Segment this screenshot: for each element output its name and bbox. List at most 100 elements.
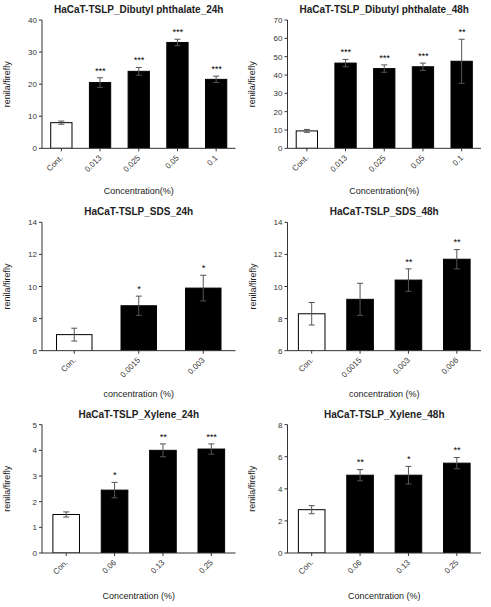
y-tick-label: 10 bbox=[274, 283, 283, 292]
x-tick-label: 0.003 bbox=[391, 355, 412, 376]
y-tick-label: 8 bbox=[278, 315, 283, 324]
y-tick-label: 0 bbox=[33, 549, 38, 558]
x-tick-label: 0.0015 bbox=[340, 355, 364, 379]
error-cap bbox=[304, 129, 310, 130]
x-tick bbox=[456, 351, 457, 354]
y-tick-label: 40 bbox=[274, 71, 283, 80]
error-cap bbox=[309, 325, 315, 326]
error-bar bbox=[459, 39, 465, 83]
x-tick-label: Con. bbox=[297, 558, 315, 576]
y-tick-label: 14 bbox=[274, 218, 283, 227]
error-cap bbox=[136, 67, 142, 68]
error-cap bbox=[420, 70, 426, 71]
bar bbox=[412, 67, 433, 149]
y-tick bbox=[39, 254, 42, 255]
y-tick bbox=[39, 52, 42, 53]
y-tick bbox=[285, 553, 288, 554]
error-line bbox=[311, 303, 312, 325]
bar bbox=[101, 490, 128, 553]
x-tick bbox=[311, 553, 312, 556]
y-axis-label: renila/firefly bbox=[2, 465, 12, 512]
y-tick-label: 2 bbox=[278, 517, 283, 526]
error-cap bbox=[97, 87, 103, 88]
y-axis-label: renila/firefly bbox=[248, 61, 258, 108]
error-line bbox=[74, 328, 75, 341]
x-tick-label: 0.13 bbox=[394, 558, 412, 576]
y-tick-label: 0 bbox=[278, 144, 283, 153]
error-line bbox=[456, 250, 457, 269]
error-cap bbox=[63, 517, 69, 518]
x-tick-label: 0.05 bbox=[163, 153, 181, 171]
significance-label: * bbox=[137, 284, 141, 294]
x-tick-label: 0.025 bbox=[122, 153, 143, 174]
y-tick-label: 4 bbox=[33, 446, 38, 455]
x-tick bbox=[66, 553, 67, 556]
y-axis-label: renila/firefly bbox=[248, 263, 258, 310]
x-tick bbox=[384, 148, 385, 151]
error-line bbox=[360, 470, 361, 481]
error-line bbox=[138, 296, 139, 315]
bar bbox=[198, 449, 225, 553]
panel: 010203040Cont.0.0130.0250.050.1*********… bbox=[2, 4, 236, 196]
error-cap bbox=[58, 124, 64, 125]
y-tick bbox=[285, 286, 288, 287]
x-tick bbox=[360, 351, 361, 354]
x-tick-label: 0.06 bbox=[346, 558, 364, 576]
bar bbox=[150, 450, 177, 553]
error-line bbox=[360, 283, 361, 315]
error-bar bbox=[309, 303, 315, 325]
error-bar bbox=[208, 444, 214, 454]
title: HaCaT-TSLP_SDS_48h bbox=[330, 206, 439, 217]
error-cap bbox=[343, 66, 349, 67]
error-cap bbox=[200, 300, 206, 301]
x-axis-label: concentration (%) bbox=[103, 389, 174, 399]
plot-area bbox=[57, 275, 221, 350]
error-cap bbox=[454, 457, 460, 458]
x-tick bbox=[456, 553, 457, 556]
y-tick bbox=[285, 38, 288, 39]
significance-label: ** bbox=[159, 432, 167, 442]
x-tick bbox=[138, 351, 139, 354]
y-tick bbox=[285, 148, 288, 149]
error-cap bbox=[112, 497, 118, 498]
x-tick-label: 0.25 bbox=[443, 558, 461, 576]
y-tick bbox=[39, 424, 42, 425]
error-line bbox=[211, 444, 212, 454]
x-axis-label: Concentration (%) bbox=[348, 591, 421, 601]
y-tick-label: 6 bbox=[278, 347, 283, 356]
bar bbox=[89, 83, 110, 149]
title: HaCaT-TSLP_Xylene_24h bbox=[78, 409, 199, 420]
error-bar bbox=[343, 59, 349, 66]
error-cap bbox=[112, 482, 118, 483]
error-cap bbox=[160, 456, 166, 457]
panel: 68101214Con.0.00150.003**HaCaT-TSLP_SDS_… bbox=[2, 206, 236, 447]
y-tick-label: 30 bbox=[274, 89, 283, 98]
error-line bbox=[100, 78, 101, 88]
y-tick bbox=[39, 350, 42, 351]
bar bbox=[53, 515, 80, 554]
x-tick-label: 0.003 bbox=[186, 355, 207, 376]
error-line bbox=[114, 482, 115, 497]
plot-area bbox=[296, 39, 472, 148]
error-bar bbox=[405, 269, 411, 291]
error-cap bbox=[160, 443, 166, 444]
bar bbox=[335, 63, 356, 148]
x-axis bbox=[288, 350, 482, 351]
y-tick bbox=[285, 222, 288, 223]
error-bar bbox=[454, 458, 460, 469]
error-cap bbox=[343, 59, 349, 60]
significance-label: ** bbox=[458, 27, 466, 37]
y-tick-label: 10 bbox=[28, 112, 37, 121]
error-bar bbox=[405, 466, 411, 484]
y-tick bbox=[39, 318, 42, 319]
y-tick bbox=[39, 527, 42, 528]
error-bar bbox=[200, 275, 206, 301]
y-tick-label: 0 bbox=[33, 144, 38, 153]
x-tick-label: 0.13 bbox=[149, 558, 167, 576]
x-tick-label: 0.006 bbox=[440, 355, 461, 376]
x-tick bbox=[306, 148, 307, 151]
x-tick bbox=[461, 148, 462, 151]
x-tick-label: Cont. bbox=[290, 153, 310, 173]
x-tick-label: Cont. bbox=[45, 153, 65, 173]
x-tick bbox=[114, 553, 115, 556]
